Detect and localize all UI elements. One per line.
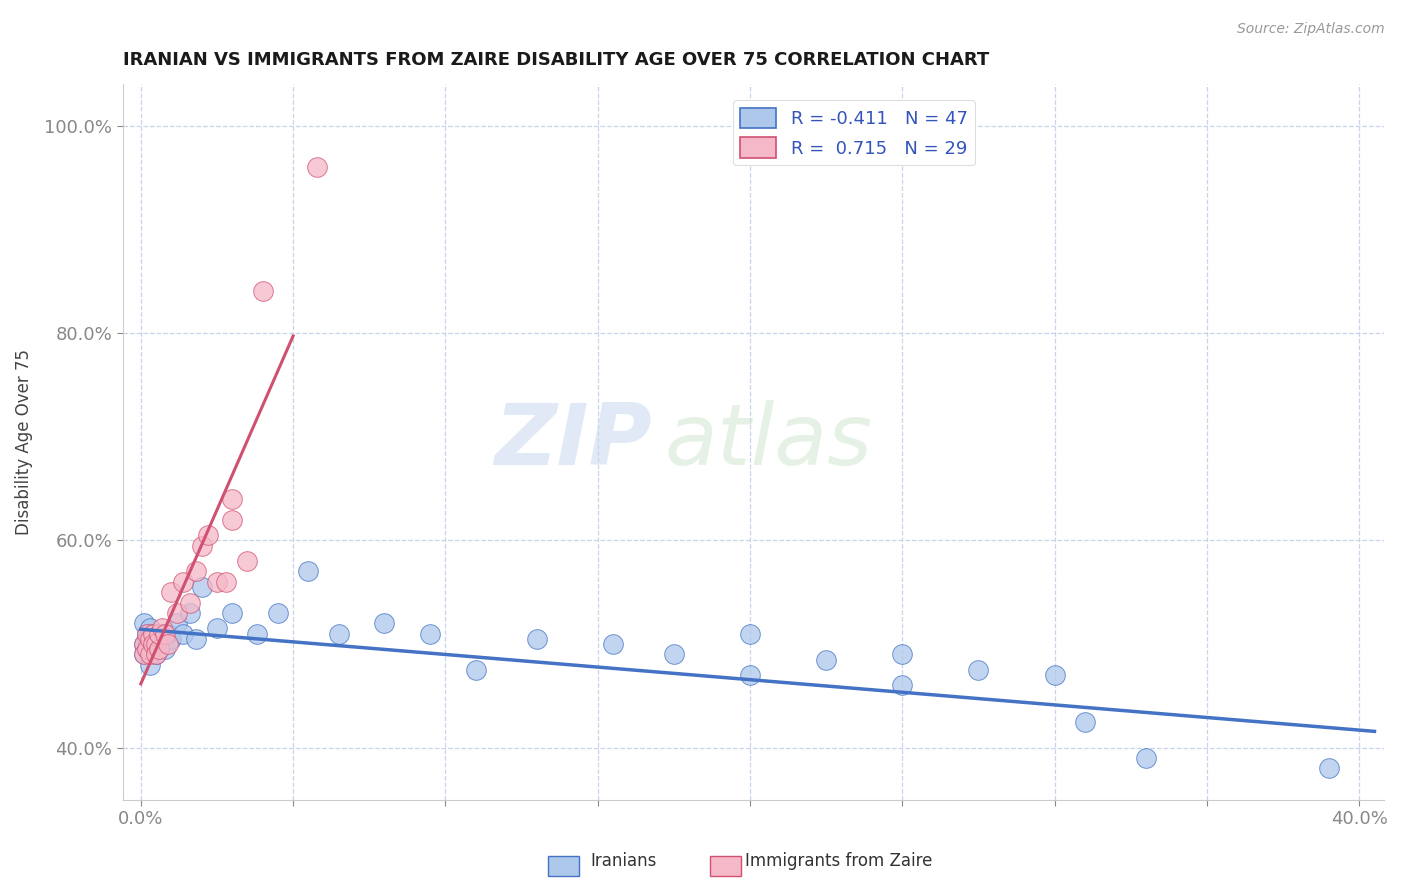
Point (184, 565, 207, 579)
Point (145, 637, 167, 651)
Point (197, 528, 219, 542)
Point (135, 642, 157, 657)
Point (1317, 761, 1340, 775)
Point (190, 539, 212, 553)
Point (139, 632, 162, 646)
Point (307, 160, 329, 174)
Point (221, 491, 243, 506)
Point (139, 657, 162, 672)
Point (252, 285, 274, 299)
Point (145, 648, 167, 662)
Point (172, 574, 194, 589)
Point (148, 642, 170, 657)
Point (153, 642, 176, 657)
Point (132, 648, 155, 662)
Point (236, 554, 259, 568)
Point (157, 637, 180, 651)
Text: atlas: atlas (665, 401, 873, 483)
Point (142, 637, 165, 651)
Point (647, 834, 669, 848)
Point (419, 626, 441, 640)
Point (145, 648, 167, 662)
Point (132, 637, 155, 651)
Text: Iranians: Iranians (591, 852, 657, 870)
Point (132, 616, 155, 631)
Point (135, 626, 157, 640)
Point (142, 626, 165, 640)
Point (891, 678, 914, 692)
Text: Immigrants from Zaire: Immigrants from Zaire (745, 852, 932, 870)
Point (139, 637, 162, 651)
Point (179, 606, 201, 620)
Point (184, 632, 207, 646)
Point (142, 642, 165, 657)
Point (215, 574, 238, 589)
Point (139, 648, 162, 662)
Point (132, 637, 155, 651)
Y-axis label: Disability Age Over 75: Disability Age Over 75 (15, 349, 32, 535)
Point (145, 637, 167, 651)
Point (662, 648, 685, 662)
Point (738, 668, 761, 682)
Text: IRANIAN VS IMMIGRANTS FROM ZAIRE DISABILITY AGE OVER 75 CORRELATION CHART: IRANIAN VS IMMIGRANTS FROM ZAIRE DISABIL… (122, 51, 988, 69)
Point (205, 622, 228, 636)
Point (1135, 751, 1157, 765)
Point (245, 626, 267, 640)
Point (160, 585, 183, 599)
Point (166, 606, 188, 620)
Point (172, 626, 194, 640)
Point (132, 648, 155, 662)
Point (157, 626, 180, 640)
Point (190, 580, 212, 594)
Point (179, 595, 201, 609)
Point (221, 512, 243, 526)
Point (150, 626, 173, 640)
Text: ZIP: ZIP (495, 401, 652, 483)
Text: Source: ZipAtlas.com: Source: ZipAtlas.com (1237, 22, 1385, 37)
Point (148, 626, 170, 640)
Point (815, 652, 838, 666)
Point (148, 632, 170, 646)
Point (148, 642, 170, 657)
Point (297, 565, 319, 579)
Point (891, 648, 914, 662)
Point (967, 663, 990, 677)
Point (1043, 668, 1066, 682)
Point (135, 632, 157, 646)
Point (153, 626, 176, 640)
Point (142, 626, 165, 640)
Point (464, 663, 486, 677)
Point (738, 626, 761, 640)
Point (205, 574, 228, 589)
Point (526, 632, 548, 646)
Point (135, 626, 157, 640)
Point (373, 616, 395, 631)
Point (267, 606, 290, 620)
Point (1074, 714, 1097, 729)
Point (160, 632, 183, 646)
Point (150, 622, 173, 636)
Legend: R = -0.411   N = 47, R =  0.715   N = 29: R = -0.411 N = 47, R = 0.715 N = 29 (733, 100, 974, 166)
Point (602, 637, 624, 651)
Point (139, 622, 162, 636)
Point (135, 642, 157, 657)
Point (166, 616, 188, 631)
Point (328, 626, 350, 640)
Point (221, 606, 243, 620)
